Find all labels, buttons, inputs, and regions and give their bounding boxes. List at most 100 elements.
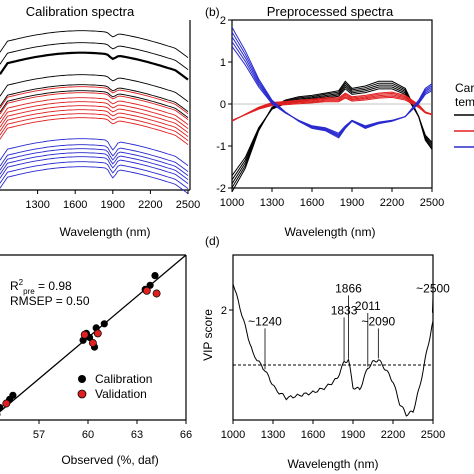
panel-a-spectrum-line [0, 138, 189, 166]
panel-d-x-tick-label: 2500 [421, 429, 445, 441]
panel-c-points [0, 272, 161, 417]
panel-a-spectrum-line [0, 90, 189, 118]
panel-b-x-tick-label: 2200 [380, 197, 404, 209]
panel-b-x-tick-label: 2500 [420, 197, 444, 209]
panel-a-spectrum-line [0, 105, 189, 133]
panel-d-x-tick-label: 2200 [381, 429, 405, 441]
panel-a-spectrum-line [0, 92, 189, 120]
legend-partial-line2: tem [455, 95, 474, 109]
calibration-point [9, 391, 17, 399]
panel-d-annotations: ~1240 1833 1866 2011~2090 ~2500 [248, 281, 450, 370]
panel-d-frame [232, 254, 434, 421]
panel-d-annotation-label: 1866 [335, 281, 362, 295]
legend-calibration-marker [78, 375, 86, 383]
panel-d-xlabel: Wavelength (nm) [288, 457, 379, 471]
panel-b-x-ticks: 1000 1300 1600 1900 2200 2500 [220, 188, 444, 209]
panel-c-x-tick-label: 60 [82, 429, 94, 441]
panel-a-x-tick-label: 2500 [176, 199, 200, 211]
validation-point [93, 329, 102, 338]
panel-a-spectrum-line [0, 42, 189, 70]
panel-d-annotation-label: 2011 [355, 299, 381, 313]
panel-a-curves [0, 30, 189, 194]
panel-a: Calibration spectra 1300 1600 1900 2200 2500… [0, 4, 200, 239]
panel-c-rmsep: RMSEP = 0.50 [10, 294, 90, 308]
panel-d-annotation-leader [431, 295, 434, 313]
panel-d-label: (d) [205, 234, 220, 248]
panel-a-x-tick-label: 2200 [138, 199, 162, 211]
panel-b-y-tick-label: 0 [220, 99, 226, 111]
calibration-point [151, 272, 159, 280]
validation-point [88, 339, 97, 347]
panel-b-spectrum-line [231, 91, 433, 122]
legend-validation-marker [77, 389, 87, 399]
panel-a-spectrum-line [0, 30, 189, 58]
panel-a-spectrum-line [0, 74, 189, 102]
panel-b-x-tick-label: 1000 [220, 197, 244, 209]
panel-b-label: (b) [205, 5, 220, 19]
validation-point [80, 330, 89, 339]
panel-a-spectrum-line [0, 148, 189, 176]
panel-d-annotation-label: 1833 [331, 303, 358, 317]
panel-a-spectrum-line [0, 51, 189, 81]
panel-a-spectrum-line [0, 152, 189, 180]
panel-d-x-tick-label: 1600 [301, 429, 325, 441]
panel-b-x-tick-label: 1300 [260, 197, 284, 209]
validation-point [2, 399, 11, 408]
panel-d-x-tick-label: 1000 [221, 429, 245, 441]
panel-a-spectrum-line [0, 156, 189, 184]
panel-d-y-tick-label: 2 [221, 305, 227, 317]
panel-a-spectrum-line [0, 166, 189, 194]
panel-c-x-ticks: 57 60 63 66 [33, 420, 192, 441]
panel-c-r2: R2pre = 0.98 [10, 278, 72, 296]
panel-b: (b) Preprocessed spectra 1000 1300 1600 190… [205, 4, 474, 239]
panel-c: 57 60 63 66 R2pre = 0.98 RMSEP = 0.50 Calib… [0, 254, 192, 467]
panel-d-x-ticks: 1000 1300 1600 1900 2200 2500 [221, 420, 445, 441]
panel-b-x-tick-label: 1900 [340, 197, 364, 209]
panel-c-xlabel: Observed (%, daf) [61, 453, 158, 467]
panel-b-curves [231, 26, 433, 193]
panel-a-x-ticks: 1300 1600 1900 2200 2500 [25, 190, 200, 211]
panel-a-spectrum-line [0, 117, 189, 145]
panel-b-spectrum-line [231, 26, 433, 139]
panel-d-annotation-label: ~2500 [416, 281, 450, 295]
panel-d-annotation-label: ~2090 [361, 314, 395, 328]
panel-a-title: Calibration spectra [26, 4, 135, 19]
calibration-point [0, 404, 4, 412]
panel-c-x-tick-label: 66 [180, 429, 192, 441]
panel-b-spectrum-line [231, 96, 433, 121]
panel-a-spectrum-line [0, 144, 189, 172]
panel-d-y-ticks: 2 [221, 305, 233, 317]
panel-d-ylabel: VIP score [201, 309, 215, 361]
validation-point [142, 286, 151, 295]
calibration-point [100, 320, 108, 328]
panel-a-spectrum-line [0, 109, 189, 137]
panel-a-spectrum-line [0, 161, 189, 189]
panel-a-x-tick-label: 1300 [25, 199, 49, 211]
validation-point [152, 289, 161, 298]
panel-b-y-tick-label: 2 [220, 15, 226, 27]
panel-a-xlabel: Wavelength (nm) [60, 225, 151, 239]
panel-d-vip-curve [232, 283, 434, 417]
panel-b-title: Preprocessed spectra [267, 4, 394, 19]
panel-b-spectrum-line [231, 94, 433, 122]
panel-d-x-tick-label: 1900 [341, 429, 365, 441]
panel-b-x-tick-label: 1600 [300, 197, 324, 209]
panel-a-x-tick-label: 1900 [101, 199, 125, 211]
panel-a-spectrum-line [0, 113, 189, 141]
panel-c-x-tick-label: 57 [33, 429, 45, 441]
panel-d-x-tick-label: 1300 [261, 429, 285, 441]
panel-b-y-tick-label: -2 [216, 183, 226, 195]
panel-d-annotation-label: ~1240 [248, 314, 282, 328]
panel-b-spectrum-line [231, 80, 433, 193]
legend-validation-label: Validation [95, 387, 147, 401]
panel-a-spectrum-line [0, 86, 189, 114]
panel-a-spectrum-line [0, 84, 189, 112]
legend-partial-line1: Car [455, 81, 474, 95]
panel-b-y-tick-label: -1 [216, 141, 226, 153]
panel-a-spectrum-line [0, 101, 189, 129]
calibration-point [146, 281, 154, 289]
panel-b-spectrum-line [231, 92, 433, 122]
panel-b-y-ticks: -2 -1 0 1 2 [216, 15, 232, 195]
panel-a-spectrum-line [0, 97, 189, 125]
